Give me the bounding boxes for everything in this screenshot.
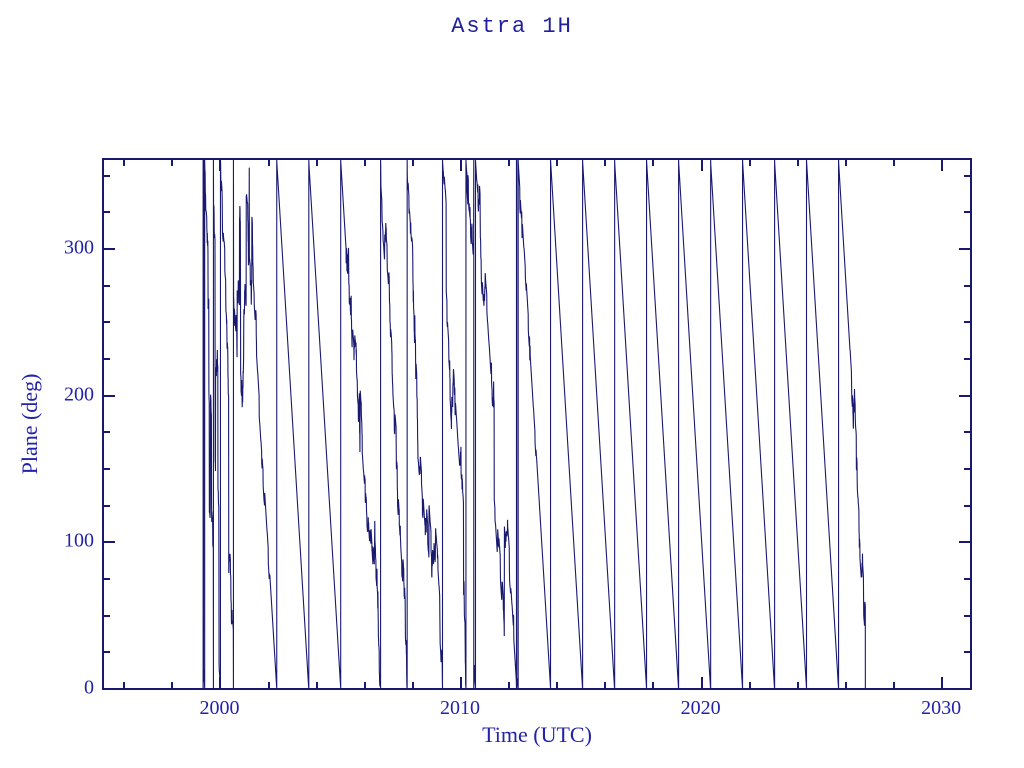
x-tick-minor <box>748 160 751 166</box>
y-tick-minor <box>964 578 970 580</box>
x-tick-minor <box>604 682 607 688</box>
y-tick-major <box>104 541 115 544</box>
x-tick-minor <box>556 682 559 688</box>
x-tick-major <box>219 160 222 171</box>
y-tick-major <box>959 541 970 544</box>
y-tick-label: 200 <box>64 383 94 406</box>
x-tick-minor <box>556 160 559 166</box>
x-tick-major <box>941 677 944 688</box>
y-tick-minor <box>104 174 110 177</box>
y-tick-minor <box>104 431 110 434</box>
y-tick-minor <box>104 578 110 580</box>
y-tick-label: 100 <box>64 529 94 552</box>
x-tick-minor <box>363 160 366 166</box>
y-tick-minor <box>104 651 110 654</box>
y-tick-minor <box>104 614 110 617</box>
x-tick-minor <box>315 682 318 688</box>
y-tick-minor <box>964 211 970 214</box>
plot-area <box>102 158 972 690</box>
x-tick-major <box>700 677 703 688</box>
x-tick-minor <box>604 160 607 166</box>
y-tick-minor <box>104 504 110 507</box>
x-tick-major <box>219 677 222 688</box>
y-tick-minor <box>964 321 970 324</box>
x-tick-minor <box>844 682 847 688</box>
x-tick-major <box>700 160 703 171</box>
x-tick-minor <box>748 682 751 688</box>
y-tick-minor <box>964 614 970 617</box>
x-tick-minor <box>267 682 270 688</box>
y-tick-minor <box>964 358 970 360</box>
x-tick-minor <box>652 160 655 166</box>
y-tick-minor <box>104 284 110 287</box>
x-tick-minor <box>893 682 896 688</box>
series-clip <box>104 160 970 688</box>
y-tick-minor <box>964 651 970 654</box>
x-tick-label: 2020 <box>680 697 721 719</box>
data-series-line <box>202 160 866 688</box>
y-tick-minor <box>964 504 970 507</box>
x-tick-minor <box>267 160 270 166</box>
y-tick-minor <box>964 174 970 177</box>
x-tick-label: 2000 <box>199 697 240 719</box>
x-tick-minor <box>796 160 799 166</box>
x-tick-minor <box>363 682 366 688</box>
x-tick-label: 2010 <box>440 697 481 719</box>
y-tick-label: 300 <box>64 236 94 259</box>
x-tick-minor <box>315 160 318 166</box>
x-tick-major <box>460 160 463 171</box>
x-tick-label: 2030 <box>921 697 962 719</box>
y-tick-major <box>959 248 970 250</box>
y-tick-major <box>104 688 115 690</box>
y-tick-major <box>959 394 970 397</box>
x-tick-minor <box>652 682 655 688</box>
x-tick-minor <box>893 160 896 166</box>
y-tick-major <box>959 688 970 690</box>
y-tick-minor <box>964 468 970 470</box>
chart-title: Astra 1H <box>451 14 573 39</box>
y-tick-major <box>104 248 115 250</box>
y-tick-minor <box>104 358 110 360</box>
x-tick-minor <box>411 682 414 688</box>
y-tick-minor <box>104 321 110 324</box>
x-tick-minor <box>171 160 174 166</box>
x-tick-minor <box>411 160 414 166</box>
y-tick-label: 0 <box>84 676 94 699</box>
x-axis-title: Time (UTC) <box>482 722 592 747</box>
x-tick-minor <box>123 682 126 688</box>
x-tick-minor <box>171 682 174 688</box>
y-tick-minor <box>964 431 970 434</box>
x-tick-major <box>941 160 944 171</box>
y-tick-minor <box>964 284 970 287</box>
x-tick-minor <box>796 682 799 688</box>
y-tick-minor <box>104 468 110 470</box>
x-tick-minor <box>123 160 126 166</box>
x-tick-minor <box>844 160 847 166</box>
y-axis-title: Plane (deg) <box>17 373 42 475</box>
x-tick-major <box>460 677 463 688</box>
y-tick-minor <box>104 211 110 214</box>
x-tick-minor <box>508 160 511 166</box>
y-tick-major <box>104 394 115 397</box>
x-tick-minor <box>508 682 511 688</box>
